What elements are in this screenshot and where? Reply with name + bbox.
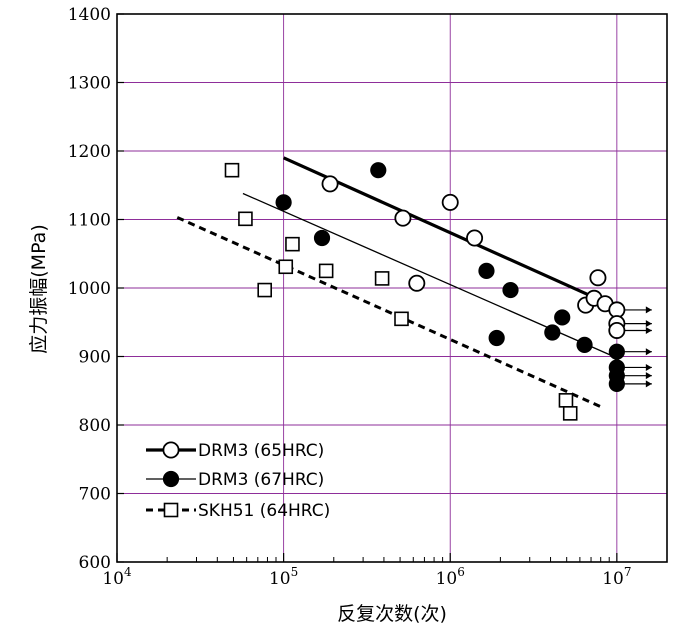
data-point [558,393,574,408]
data-point [285,236,300,252]
data-point [257,282,273,298]
data-point [321,175,339,193]
data-point [589,269,607,287]
x-tick-label: 107 [602,565,631,589]
axis-ticks [116,13,618,563]
grid [117,14,667,562]
runout-arrowhead [645,363,652,371]
data-point [238,211,253,227]
data-point [313,229,331,247]
data-points [224,162,626,421]
data-point [544,324,561,341]
fit-lines [176,156,618,410]
data-point [608,375,625,392]
data-point [576,336,593,353]
runout-arrowhead [645,326,652,334]
y-axis-label: 应力振幅(MPa) [28,224,50,353]
data-point [374,271,390,286]
data-point [278,259,294,275]
legend-marker [162,470,180,488]
y-tick-label: 900 [79,348,111,368]
legend: DRM3 (65HRC) DRM3 (67HRC) SKH51 (64HRC) [146,441,330,521]
data-point [488,329,505,347]
data-point [608,321,626,339]
data-point [394,209,412,227]
runout-arrowhead [645,372,652,380]
legend-label: DRM3 (65HRC) [198,441,324,461]
legend-marker [162,441,180,459]
data-point [466,229,484,247]
data-point [370,162,387,179]
fit-line [176,216,604,410]
data-point [502,281,519,299]
y-tick-label: 1000 [68,279,111,299]
x-tick-label: 106 [436,565,465,589]
y-tick-label: 1200 [68,142,111,162]
data-point [318,263,334,279]
legend-label: DRM3 (67HRC) [198,470,324,490]
x-tick-label: 105 [269,565,298,589]
data-point [562,406,578,421]
y-tick-label: 1300 [68,74,111,94]
x-tick-label: 104 [102,565,132,589]
y-tick-label: 700 [79,485,111,505]
x-axis-label: 反复次数(次) [337,603,447,625]
fit-line [242,192,618,359]
data-point [224,162,240,178]
data-point [554,309,571,326]
data-point [478,262,495,279]
y-tick-labels: 600 700 800 900 1000 1100 1200 1300 1400 [68,5,111,573]
legend-marker [163,502,179,518]
y-tick-label: 600 [79,553,111,573]
runout-arrowhead [645,348,652,356]
runout-arrowhead [645,320,652,328]
runout-arrowhead [645,306,652,314]
y-tick-label: 800 [79,416,111,436]
y-tick-label: 1400 [68,5,111,25]
data-point [608,343,625,360]
data-point [441,193,459,211]
y-tick-label: 1100 [68,211,111,231]
data-point [408,274,426,292]
x-tick-labels: 104 105 106 107 [102,565,631,589]
data-point [394,311,409,327]
runout-arrowhead [645,380,652,388]
data-point [275,194,292,211]
legend-label: SKH51 (64HRC) [198,501,330,521]
